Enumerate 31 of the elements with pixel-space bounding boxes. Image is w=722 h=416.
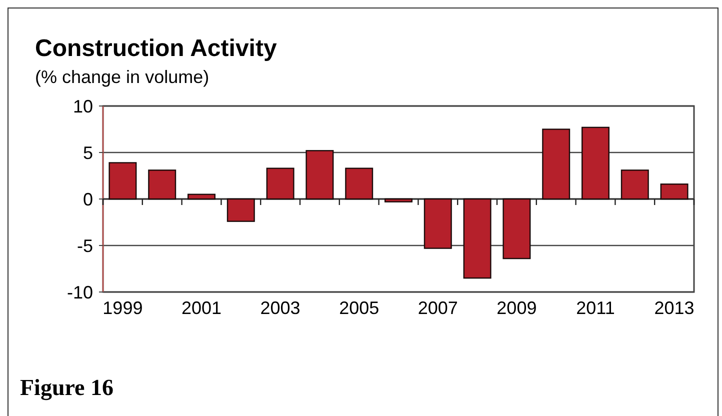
bar xyxy=(502,198,531,260)
bar xyxy=(108,162,137,200)
y-tick-label: 0 xyxy=(82,189,93,210)
bar xyxy=(660,184,688,200)
bar xyxy=(266,168,294,200)
chart-subtitle: (% change in volume) xyxy=(35,67,210,87)
bar xyxy=(542,128,570,200)
bar xyxy=(188,194,216,200)
x-tick-label: 2005 xyxy=(339,298,380,318)
bar xyxy=(620,170,649,200)
y-tick-label: -5 xyxy=(76,236,93,256)
bar xyxy=(384,198,412,202)
x-tick-label: 1999 xyxy=(102,298,143,318)
bar xyxy=(424,198,452,249)
bar xyxy=(148,170,176,200)
y-tick-label: 5 xyxy=(82,142,93,163)
chart-title: Construction Activity xyxy=(35,35,278,62)
x-tick-label: 2003 xyxy=(260,298,300,318)
x-tick-label: 2009 xyxy=(496,298,537,318)
y-tick-label: -10 xyxy=(66,282,93,302)
y-tick-label: 10 xyxy=(72,96,93,116)
bar xyxy=(306,150,334,200)
bar xyxy=(226,198,255,222)
caption: Figure 16 xyxy=(20,375,114,401)
bar xyxy=(463,198,492,279)
x-tick-label: 2001 xyxy=(181,298,222,318)
bar xyxy=(582,126,610,200)
x-tick-label: 2007 xyxy=(418,298,458,318)
bar xyxy=(345,168,374,200)
x-tick-label: 2013 xyxy=(654,298,694,318)
x-tick-label: 2011 xyxy=(576,298,615,318)
